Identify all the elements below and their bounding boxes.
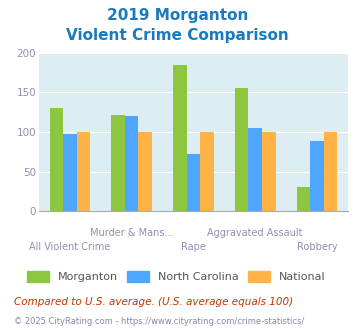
Bar xyxy=(63,134,77,211)
Bar xyxy=(297,187,310,211)
Text: Violent Crime Comparison: Violent Crime Comparison xyxy=(66,28,289,43)
Bar xyxy=(138,132,152,211)
Bar xyxy=(125,116,138,211)
Legend: Morganton, North Carolina, National: Morganton, North Carolina, National xyxy=(27,271,326,282)
Bar xyxy=(77,132,90,211)
Text: Aggravated Assault: Aggravated Assault xyxy=(207,228,303,238)
Bar xyxy=(324,132,337,211)
Bar xyxy=(262,132,275,211)
Text: Rape: Rape xyxy=(181,242,206,252)
Bar xyxy=(173,65,187,211)
Text: All Violent Crime: All Violent Crime xyxy=(29,242,110,252)
Bar xyxy=(310,141,324,211)
Bar xyxy=(248,128,262,211)
Text: Murder & Mans...: Murder & Mans... xyxy=(90,228,174,238)
Bar xyxy=(111,115,125,211)
Bar xyxy=(200,132,214,211)
Text: 2019 Morganton: 2019 Morganton xyxy=(107,8,248,23)
Text: Robbery: Robbery xyxy=(297,242,337,252)
Bar xyxy=(187,154,200,211)
Bar xyxy=(50,108,63,211)
Text: Compared to U.S. average. (U.S. average equals 100): Compared to U.S. average. (U.S. average … xyxy=(14,297,293,307)
Text: © 2025 CityRating.com - https://www.cityrating.com/crime-statistics/: © 2025 CityRating.com - https://www.city… xyxy=(14,317,305,326)
Bar xyxy=(235,88,248,211)
